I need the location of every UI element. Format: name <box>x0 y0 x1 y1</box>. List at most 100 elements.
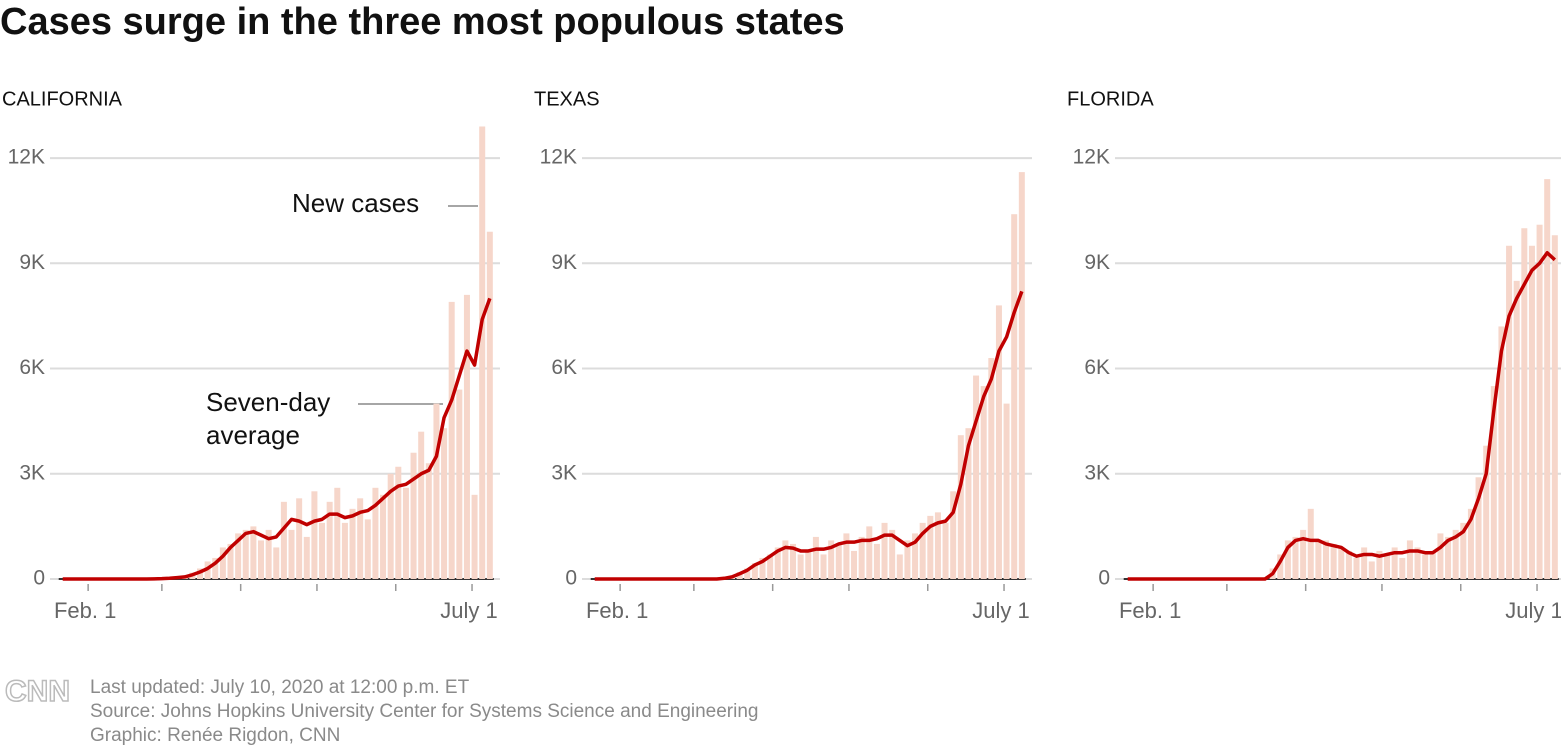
bar <box>1460 522 1467 579</box>
bar <box>912 533 919 579</box>
bar <box>934 512 941 579</box>
footer-line: Source: Johns Hopkins University Center … <box>90 701 759 722</box>
bar <box>1490 386 1497 579</box>
bar <box>1406 540 1413 579</box>
bar <box>1361 547 1368 579</box>
bar <box>1544 179 1551 579</box>
bar <box>1330 543 1337 579</box>
bar <box>782 540 789 579</box>
bar <box>790 543 797 579</box>
x-tick-label: Feb. 1 <box>1119 598 1181 623</box>
bar <box>364 519 371 579</box>
x-tick-label: July 1 <box>972 598 1029 623</box>
bar <box>896 554 903 579</box>
y-tick-label: 9K <box>19 251 45 274</box>
bar <box>1384 554 1391 579</box>
bar <box>372 487 379 579</box>
logo: CNN <box>5 675 70 708</box>
bar <box>1277 554 1284 579</box>
panel-title: FLORIDA <box>1067 88 1154 110</box>
bar <box>942 522 949 579</box>
bar <box>258 540 265 579</box>
y-tick-label: 3K <box>19 461 45 484</box>
annotation: New cases <box>292 188 419 218</box>
bar <box>1506 245 1513 579</box>
bar <box>410 452 417 579</box>
bar <box>1467 508 1474 579</box>
bar <box>402 487 409 579</box>
bar <box>479 126 486 579</box>
bar <box>212 557 219 579</box>
bar <box>219 547 226 579</box>
bar <box>1536 224 1543 579</box>
bar <box>1429 550 1436 579</box>
panel-title: CALIFORNIA <box>2 88 123 110</box>
bar <box>1300 529 1307 579</box>
bar <box>433 403 440 579</box>
bar <box>463 294 470 579</box>
bar <box>1011 214 1018 579</box>
bar <box>828 540 835 579</box>
y-tick-label: 0 <box>33 567 45 590</box>
bar <box>1414 547 1421 579</box>
bar <box>1437 533 1444 579</box>
bar <box>1521 228 1528 579</box>
bar <box>1483 445 1490 579</box>
bar <box>1368 561 1375 579</box>
y-tick-label: 3K <box>1084 461 1110 484</box>
bar <box>797 554 804 579</box>
bar <box>296 498 303 579</box>
bar <box>1513 280 1520 579</box>
bar <box>751 563 758 579</box>
y-tick-label: 9K <box>1084 251 1110 274</box>
bar <box>288 529 295 579</box>
bar <box>950 491 957 579</box>
bar <box>889 529 896 579</box>
bar <box>744 568 751 579</box>
bar <box>1338 547 1345 579</box>
annotation: Seven-day average <box>206 387 331 450</box>
bar <box>441 428 448 579</box>
bar <box>380 494 387 579</box>
bar <box>1475 477 1482 579</box>
bar <box>927 515 934 579</box>
bar <box>486 231 493 579</box>
bar <box>843 533 850 579</box>
bar <box>866 526 873 579</box>
y-tick-label: 12K <box>540 146 577 169</box>
bar <box>919 522 926 579</box>
y-tick-label: 6K <box>551 356 577 379</box>
footer-line: Graphic: Renée Rigdon, CNN <box>90 725 340 746</box>
y-tick-label: 12K <box>1073 146 1110 169</box>
bar <box>319 522 326 579</box>
average-line <box>62 297 492 581</box>
x-tick-label: Feb. 1 <box>54 598 116 623</box>
bar <box>973 375 980 579</box>
bar <box>349 508 356 579</box>
bar <box>858 536 865 579</box>
bar <box>1307 508 1314 579</box>
bar <box>759 557 766 579</box>
bar <box>303 536 310 579</box>
average-line <box>594 290 1024 581</box>
bar <box>980 386 987 579</box>
bar <box>334 487 341 579</box>
bar <box>1445 536 1452 579</box>
bar <box>235 533 242 579</box>
y-tick-label: 3K <box>551 461 577 484</box>
bar <box>774 547 781 579</box>
y-tick-label: 0 <box>565 567 577 590</box>
bar <box>1292 536 1299 579</box>
bar <box>387 473 394 579</box>
bar <box>1003 403 1010 579</box>
bar <box>835 543 842 579</box>
bar <box>1391 547 1398 579</box>
bar <box>995 305 1002 579</box>
average-line <box>1127 251 1557 581</box>
footer-line: Last updated: July 10, 2020 at 12:00 p.m… <box>90 677 470 698</box>
x-tick-label: Feb. 1 <box>586 598 648 623</box>
bar <box>326 501 333 579</box>
panel-title: TEXAS <box>534 88 600 110</box>
